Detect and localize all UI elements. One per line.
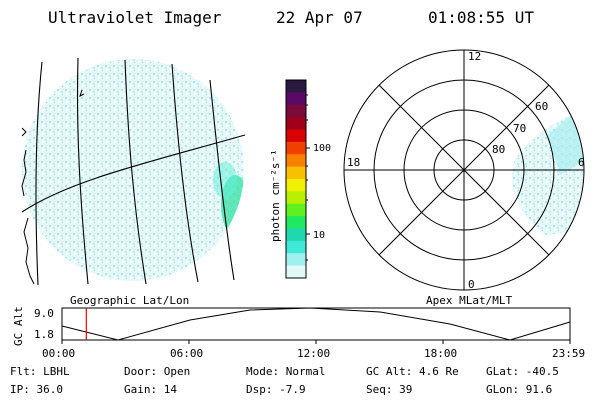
status-mode: Mode: Normal [246,365,326,378]
status-glat: GLat: -40.5 [486,365,559,378]
latitude-line [21,134,246,213]
coastline [21,89,85,285]
status-gc-alt: GC Alt: 4.6 Re [366,365,459,378]
colorbar-stripe [286,228,306,242]
colorbar-stripe [286,179,306,192]
colorbar-stripe [286,80,306,93]
colorbar-stripe [286,240,306,254]
altitude-ytick-min: 1.8 [34,328,54,341]
colorbar-units-label: photon cm⁻²s⁻¹ [269,149,282,242]
colorbar: 100 10 photon cm⁻²s⁻¹ [269,79,331,279]
time-label: 01:08:55 UT [428,8,534,27]
colorbar-stripe [286,253,306,267]
colorbar-tick-10: 10 [313,230,325,241]
altitude-xtick-2: 12:00 [297,347,331,360]
left-panel-caption: Geographic Lat/Lon [70,294,190,307]
right-panel-caption: Apex MLat/MLT [426,294,513,307]
mlat-label-60: 60 [535,100,548,113]
colorbar-tick-100: 100 [313,143,331,154]
status-seq: Seq: 39 [366,383,413,396]
altitude-xtick-3: 18:00 [424,347,458,360]
altitude-curve [61,307,571,341]
status-glon: GLon: 91.6 [486,383,553,396]
colorbar-stripe [286,191,306,205]
status-door: Door: Open [124,365,191,378]
mlt-diagonal-2 [378,84,550,256]
status-gain: Gain: 14 [124,383,177,396]
altitude-plot-frame [61,307,571,341]
colorbar-stripe [286,154,306,168]
colorbar-stripe [286,129,306,143]
altitude-ytick-max: 9.0 [34,307,54,320]
instrument-title: Ultraviolet Imager [48,8,222,27]
colorbar-stripe [286,117,306,130]
mlt-label-18: 18 [347,156,360,169]
colorbar-stripe [286,265,306,279]
status-dsp: Dsp: -7.9 [246,383,306,396]
status-ip: IP: 36.0 [10,383,63,396]
date-label: 22 Apr 07 [276,8,363,27]
altitude-xtick-1: 06:00 [170,347,204,360]
colorbar-stripe [286,166,306,180]
altitude-ylabel: GC Alt [12,306,25,346]
colorbar-minor-ticks [306,94,308,261]
colorbar-stripe [286,203,306,217]
mlat-label-70: 70 [513,122,526,135]
status-flt: Flt: LBHL [10,365,70,378]
altitude-xtick-4: 23:59 [552,347,586,360]
altitude-x-ticks [61,340,571,344]
colorbar-stripe [286,104,306,118]
magnetic-polar-panel: 12 18 6 0 60 70 80 [343,49,585,291]
mlt-label-12: 12 [468,50,481,63]
mlat-label-80: 80 [492,143,505,156]
colorbar-stripe [286,92,306,106]
mlt-label-6: 6 [578,156,585,169]
altitude-plot: GC Alt 9.0 1.8 [12,306,571,346]
colorbar-stripe [286,141,306,155]
altitude-xtick-0: 00:00 [42,347,76,360]
longitude-grid [35,57,235,286]
mlt-label-0: 0 [468,278,475,291]
geographic-image-panel [21,57,246,286]
colorbar-stripe [286,216,306,229]
